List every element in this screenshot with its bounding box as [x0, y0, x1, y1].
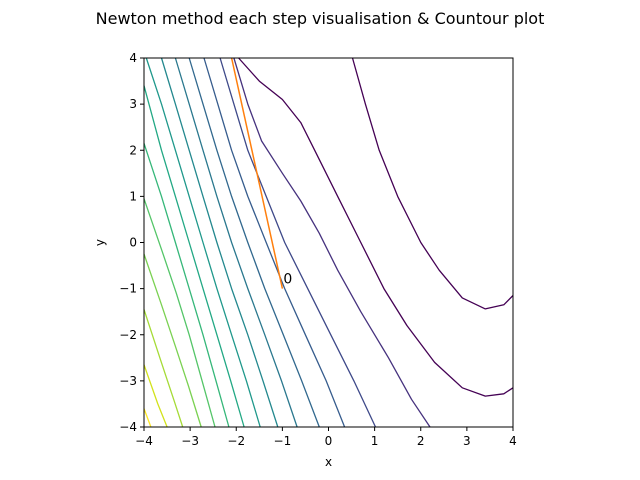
chart-title: Newton method each step visualisation & …	[96, 9, 545, 28]
contour-line-12	[143, 198, 216, 428]
x-axis-label: x	[325, 455, 332, 469]
newton-step-line	[230, 57, 284, 289]
x-tick-label: −1	[274, 434, 292, 448]
contour-line-6	[188, 57, 320, 428]
x-tick-label: 4	[509, 434, 517, 448]
contour-line-9	[145, 57, 261, 428]
y-tick-label: 2	[129, 143, 137, 157]
newton-path: 0	[230, 57, 292, 289]
y-tick-label: −4	[119, 420, 137, 434]
contour-line-2	[238, 57, 514, 397]
y-axis-label: y	[93, 239, 107, 246]
x-tick-label: 2	[417, 434, 425, 448]
contour-line-8	[160, 57, 279, 428]
contour-line-11	[143, 143, 230, 428]
y-tick-label: 3	[129, 97, 137, 111]
contour-lines	[143, 57, 514, 428]
contour-line-5	[203, 57, 346, 428]
contour-line-15	[143, 364, 168, 428]
contour-line-7	[174, 57, 298, 428]
y-tick-label: 4	[129, 51, 137, 65]
contour-line-14	[143, 309, 184, 428]
contour-line-16	[143, 408, 152, 428]
contour-line-4	[219, 57, 377, 428]
x-tick-label: −3	[181, 434, 199, 448]
contour-line-10	[143, 85, 245, 428]
x-tick-label: 1	[371, 434, 379, 448]
plot-frame	[143, 57, 514, 428]
y-tick-label: −1	[119, 282, 137, 296]
axis-ticks: −4 −3 −2 −1 0 1 2 3 4 −4 −3 −2 −1 0 1 2 3 4	[119, 51, 517, 448]
x-tick-label: −4	[135, 434, 153, 448]
x-tick-label: 3	[463, 434, 471, 448]
contour-line-3	[233, 57, 431, 428]
contour-line-1	[351, 57, 514, 310]
y-tick-label: −2	[119, 328, 137, 342]
y-tick-label: −3	[119, 374, 137, 388]
y-tick-label: 0	[129, 236, 137, 250]
x-tick-label: 0	[325, 434, 333, 448]
y-tick-label: 1	[129, 189, 137, 203]
contour-line-13	[143, 253, 202, 428]
x-tick-label: −2	[227, 434, 245, 448]
step-annotation: 0	[283, 272, 292, 288]
